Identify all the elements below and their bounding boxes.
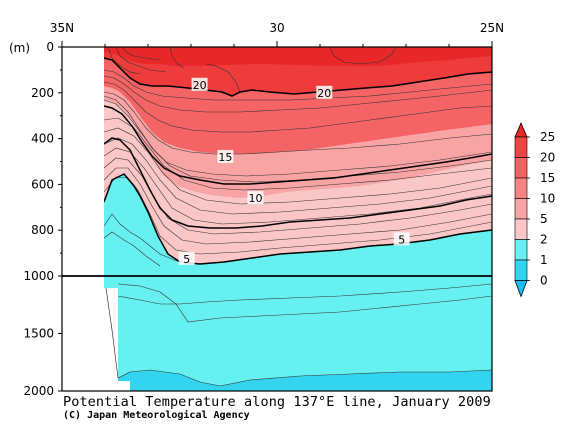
colorbar-label: 5 — [540, 212, 548, 226]
contour-label: 10 — [249, 192, 263, 205]
chart-title: Potential Temperature along 137°E line, … — [63, 394, 491, 410]
upper-panel — [62, 47, 492, 276]
depth-axis: 0 200 400 600 800 1000 1500 2000 — [23, 40, 62, 398]
colorbar-label: 25 — [540, 130, 555, 144]
latitude-tick-label: 35N — [50, 21, 74, 35]
depth-tick-label: 400 — [31, 132, 54, 146]
contour-label: 5 — [398, 233, 405, 246]
band-1-2-lower — [118, 370, 492, 391]
lower-panel — [62, 276, 492, 391]
depth-tick-label: 1500 — [23, 327, 54, 341]
colorbar-swatch — [514, 218, 528, 240]
thick-isotherms — [103, 57, 492, 265]
depth-tick-label: 1000 — [23, 269, 54, 283]
contour-label-bg — [217, 149, 234, 163]
colorbar-bottom-arrow — [514, 280, 528, 298]
contour-label: 20 — [317, 87, 331, 100]
colorbar-label: 0 — [540, 274, 548, 288]
colorbar-label: 20 — [540, 151, 555, 165]
depth-tick-label: 200 — [31, 86, 54, 100]
contour-labels: 20 20 15 10 5 5 — [178, 77, 410, 266]
colorbar-swatch — [514, 198, 528, 220]
contour-label-bg — [178, 251, 195, 265]
band-above-25 — [104, 47, 492, 66]
slope-line — [105, 287, 119, 379]
latitude-tick-label: 25N — [480, 21, 504, 35]
credit-text: (C) Japan Meteorological Agency — [63, 410, 250, 421]
colorbar-swatch — [514, 136, 528, 158]
isotherm-5 — [103, 173, 492, 265]
colorbar-top-arrow — [514, 121, 528, 138]
contour-label-bg — [247, 191, 264, 205]
depth-tick-label: 800 — [31, 223, 54, 237]
colorbar-label: 10 — [540, 192, 555, 206]
contour-label-bg — [316, 85, 333, 99]
contour-label: 5 — [183, 253, 190, 266]
contour-label: 15 — [218, 151, 232, 164]
latitude-axis: 35N 30 25N — [50, 21, 504, 47]
isotherm-20 — [103, 57, 492, 97]
colorbar-swatch — [514, 177, 528, 199]
colorbar-swatch — [514, 157, 528, 179]
colorbar-swatch — [514, 239, 528, 261]
colorbar-label: 2 — [540, 233, 548, 247]
depth-unit-label: (m) — [9, 41, 30, 55]
depth-tick-label: 0 — [46, 40, 54, 54]
contour-label-bg — [393, 232, 410, 246]
depth-tick-label: 2000 — [23, 384, 54, 398]
colorbar-label: 15 — [540, 171, 555, 185]
land-mask-lower — [62, 276, 130, 391]
depth-tick-label: 600 — [31, 177, 54, 191]
land-mask-upper — [62, 47, 104, 276]
contour-label-bg — [191, 77, 208, 91]
contour-label: 20 — [193, 79, 207, 92]
colorbar-swatch — [514, 259, 528, 281]
thin-isotherms-lower — [117, 276, 492, 387]
latitude-tick-label: 30 — [269, 21, 284, 35]
isotherm-15 — [103, 105, 492, 185]
isotherm-10 — [103, 137, 492, 229]
colorbar-label: 1 — [540, 253, 548, 267]
